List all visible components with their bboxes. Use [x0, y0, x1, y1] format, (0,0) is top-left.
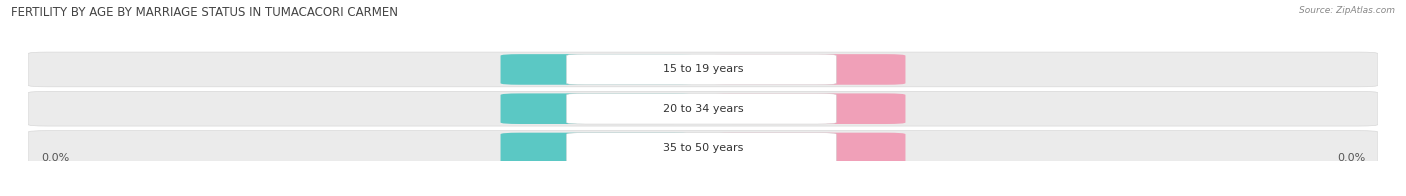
Text: Source: ZipAtlas.com: Source: ZipAtlas.com: [1299, 6, 1395, 15]
Text: 35 to 50 years: 35 to 50 years: [662, 143, 744, 153]
Text: 0.0%: 0.0%: [794, 143, 824, 153]
FancyBboxPatch shape: [567, 133, 837, 163]
Text: 20 to 34 years: 20 to 34 years: [662, 104, 744, 114]
Text: 0.0%: 0.0%: [794, 64, 824, 74]
FancyBboxPatch shape: [713, 54, 905, 85]
Text: 0.0%: 0.0%: [1337, 153, 1365, 163]
FancyBboxPatch shape: [501, 54, 693, 85]
Text: 0.0%: 0.0%: [582, 104, 612, 114]
Text: 0.0%: 0.0%: [582, 143, 612, 153]
FancyBboxPatch shape: [28, 52, 1378, 87]
Text: 0.0%: 0.0%: [794, 104, 824, 114]
Text: 0.0%: 0.0%: [582, 64, 612, 74]
Text: 0.0%: 0.0%: [41, 153, 69, 163]
FancyBboxPatch shape: [501, 133, 693, 163]
Text: FERTILITY BY AGE BY MARRIAGE STATUS IN TUMACACORI CARMEN: FERTILITY BY AGE BY MARRIAGE STATUS IN T…: [11, 6, 398, 19]
FancyBboxPatch shape: [567, 93, 837, 124]
FancyBboxPatch shape: [567, 54, 837, 85]
Text: 15 to 19 years: 15 to 19 years: [662, 64, 744, 74]
FancyBboxPatch shape: [28, 131, 1378, 165]
FancyBboxPatch shape: [713, 93, 905, 124]
FancyBboxPatch shape: [28, 91, 1378, 126]
FancyBboxPatch shape: [713, 133, 905, 163]
FancyBboxPatch shape: [501, 93, 693, 124]
